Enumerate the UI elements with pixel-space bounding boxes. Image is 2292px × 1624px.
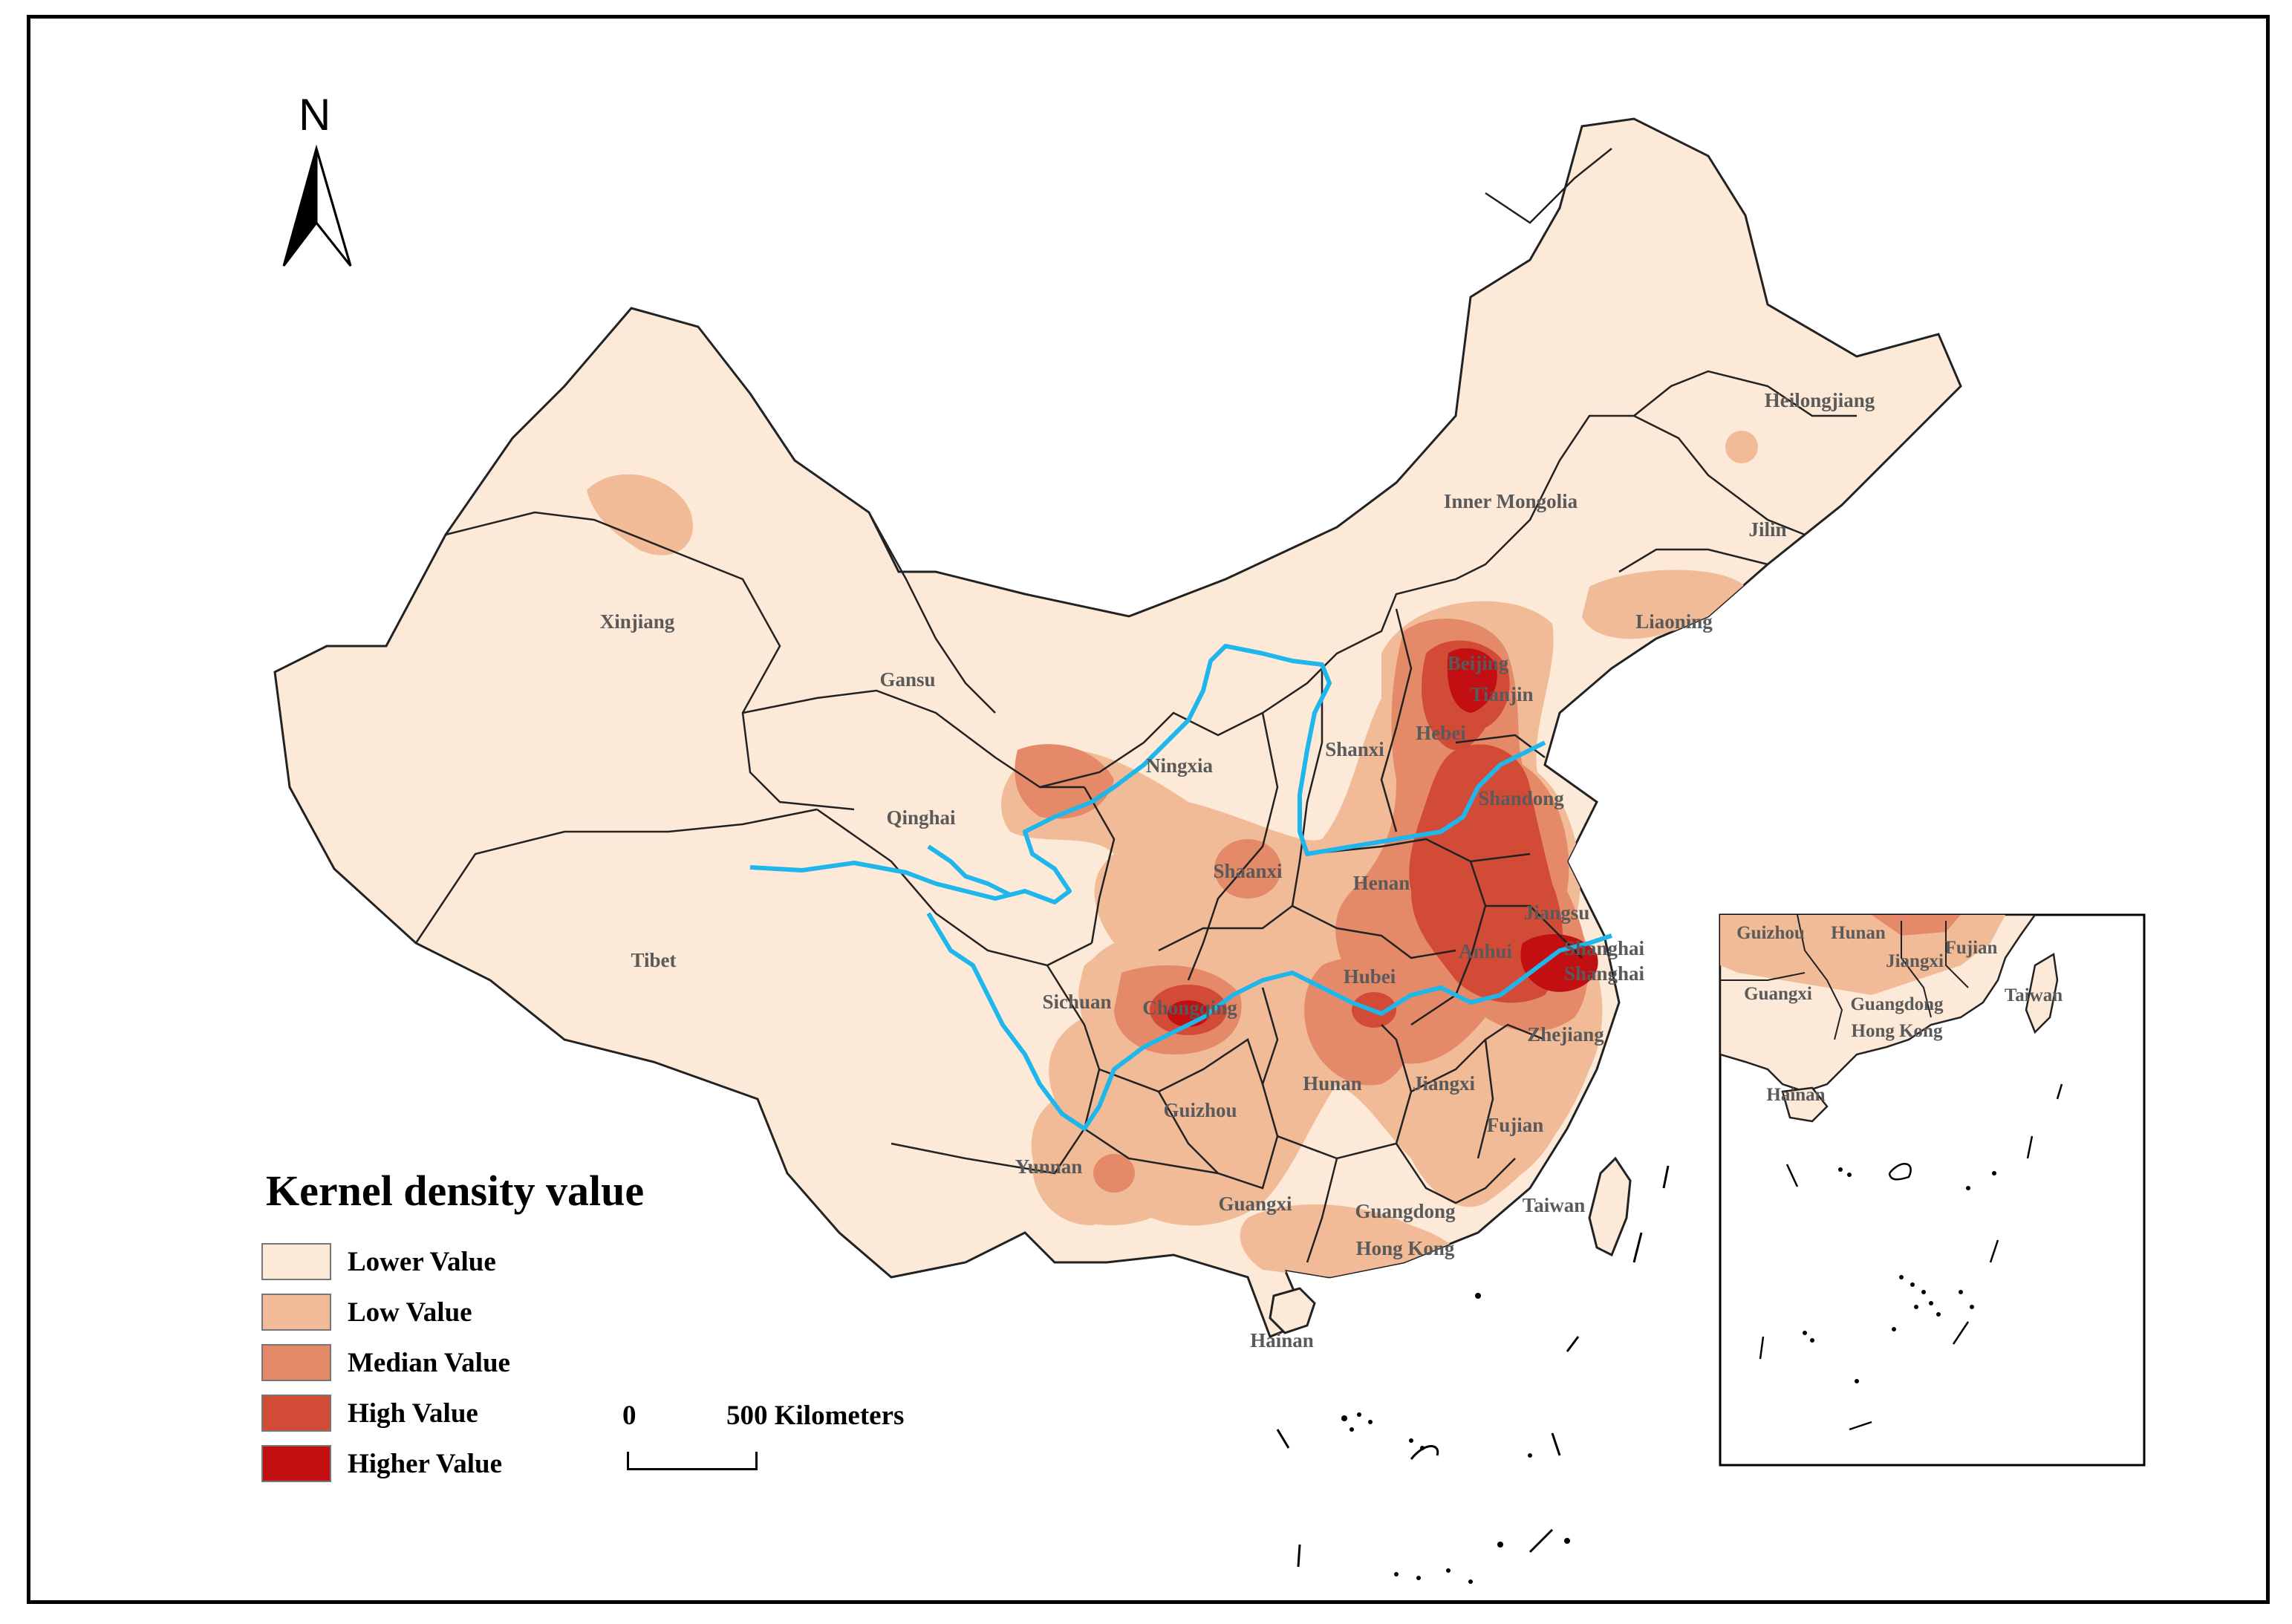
- legend-label: Low Value: [348, 1297, 472, 1328]
- legend-item: Lower Value: [261, 1236, 644, 1287]
- label-guangxi: Guangxi: [1218, 1193, 1292, 1215]
- inset-map: Guizhou Hunan Fujian Jiangxi Guangxi Gua…: [1719, 913, 2146, 1467]
- scale-line: [627, 1452, 758, 1470]
- nine-dash-line: [1276, 1165, 1670, 1568]
- label-guizhou: Guizhou: [1163, 1099, 1237, 1121]
- legend-swatch: [261, 1445, 331, 1482]
- density-median-yunnan: [1093, 1154, 1135, 1193]
- legend-label: High Value: [348, 1398, 478, 1429]
- label-yunnan: Yunnan: [1015, 1155, 1083, 1178]
- legend-item: Low Value: [261, 1287, 644, 1337]
- yellow-river: [749, 644, 1546, 904]
- label-ningxia: Ningxia: [1146, 754, 1214, 777]
- yangtze-river: [926, 912, 1612, 1131]
- label-xinjiang: Xinjiang: [600, 610, 675, 633]
- inset-label-taiwan: Taiwan: [2005, 985, 2063, 1005]
- rivers: [749, 644, 1612, 1131]
- label-hong-kong: Hong Kong: [1356, 1237, 1455, 1259]
- label-guangdong: Guangdong: [1355, 1200, 1456, 1222]
- label-hainan: Hainan: [1250, 1329, 1314, 1351]
- label-sichuan: Sichuan: [1042, 991, 1111, 1013]
- legend-item: Median Value: [261, 1337, 644, 1388]
- north-arrow: N: [278, 89, 359, 275]
- north-arrow-icon: [282, 144, 352, 267]
- density-low-yunnan: [1032, 1115, 1145, 1225]
- scale-distance-label: 500 Kilometers: [726, 1400, 905, 1431]
- legend-swatch: [261, 1344, 331, 1381]
- north-letter: N: [299, 90, 331, 140]
- province-labels: Xinjiang Tibet Qinghai Gansu Inner Mongo…: [600, 389, 1875, 1351]
- legend-label: Lower Value: [348, 1246, 496, 1277]
- hainan-island: [1269, 1287, 1316, 1334]
- label-fujian: Fujian: [1487, 1114, 1544, 1136]
- label-tibet: Tibet: [631, 949, 676, 971]
- legend-item: High Value: [261, 1388, 644, 1438]
- scale-start-label: 0: [622, 1400, 637, 1431]
- density-low-fujian: [1471, 1034, 1569, 1175]
- label-hubei: Hubei: [1344, 965, 1396, 988]
- label-henan: Henan: [1353, 872, 1410, 894]
- province-borders: [414, 148, 1857, 1263]
- density-low-xinjiang: [587, 474, 693, 555]
- inset-label-fujian: Fujian: [1945, 938, 1998, 958]
- density-low-heilongjiang: [1725, 431, 1758, 463]
- south-china-sea-islands: [1341, 1293, 1570, 1584]
- density-higher-shanghai: [1520, 934, 1598, 992]
- legend: Kernel density value Lower Value Low Val…: [261, 1166, 644, 1489]
- legend-swatch: [261, 1395, 331, 1432]
- legend-title: Kernel density value: [266, 1167, 645, 1215]
- label-tianjin: Tianjin: [1470, 683, 1533, 705]
- legend-label: Higher Value: [348, 1448, 502, 1479]
- density-high-east: [1409, 744, 1563, 1003]
- label-anhui: Anhui: [1459, 940, 1513, 962]
- inset-density-median: [1872, 915, 1961, 936]
- label-shandong: Shandong: [1478, 787, 1564, 809]
- label-shaanxi: Shaanxi: [1213, 860, 1283, 882]
- label-zhejiang: Zhejiang: [1527, 1023, 1604, 1046]
- label-qinghai: Qinghai: [886, 806, 956, 829]
- inset-label-guangxi: Guangxi: [1744, 984, 1812, 1004]
- density-surface: [587, 431, 1758, 1281]
- inset-taiwan: [2025, 952, 2059, 1034]
- label-chongqing: Chongqing: [1142, 997, 1237, 1019]
- label-gansu: Gansu: [879, 668, 935, 691]
- label-hunan: Hunan: [1303, 1072, 1362, 1095]
- label-hebei: Hebei: [1416, 722, 1466, 744]
- label-shanghai-2: Shanghai: [1564, 962, 1645, 985]
- inset-label-hunan: Hunan: [1831, 923, 1886, 943]
- label-taiwan: Taiwan: [1523, 1194, 1586, 1216]
- legend-label: Median Value: [348, 1347, 510, 1378]
- inset-label-guangdong: Guangdong: [1850, 994, 1944, 1014]
- inset-label-guizhou: Guizhou: [1736, 923, 1805, 943]
- legend-swatch: [261, 1243, 331, 1280]
- label-jilin: Jilin: [1748, 518, 1786, 541]
- label-inner-mongolia: Inner Mongolia: [1444, 490, 1578, 512]
- yellow-river-branch: [927, 844, 1012, 897]
- inset-label-hainan: Hainan: [1766, 1085, 1825, 1105]
- taiwan-island: [1588, 1156, 1632, 1257]
- label-shanxi: Shanxi: [1325, 738, 1384, 760]
- legend-swatch: [261, 1294, 331, 1331]
- label-beijing: Beijing: [1448, 652, 1509, 674]
- label-heilongjiang: Heilongjiang: [1765, 389, 1875, 411]
- inset-label-jiangxi: Jiangxi: [1886, 951, 1944, 971]
- scale-bar: 0 500 Kilometers: [622, 1400, 919, 1481]
- inset-label-hong-kong: Hong Kong: [1852, 1021, 1943, 1041]
- inset-hainan: [1781, 1086, 1829, 1123]
- label-jiangsu: Jiangsu: [1524, 901, 1590, 924]
- legend-item: Higher Value: [261, 1438, 644, 1489]
- label-liaoning: Liaoning: [1635, 610, 1713, 633]
- label-shanghai-1: Shanghai: [1564, 937, 1645, 959]
- density-higher-beijing: [1447, 648, 1497, 713]
- label-jiangxi: Jiangxi: [1413, 1072, 1476, 1095]
